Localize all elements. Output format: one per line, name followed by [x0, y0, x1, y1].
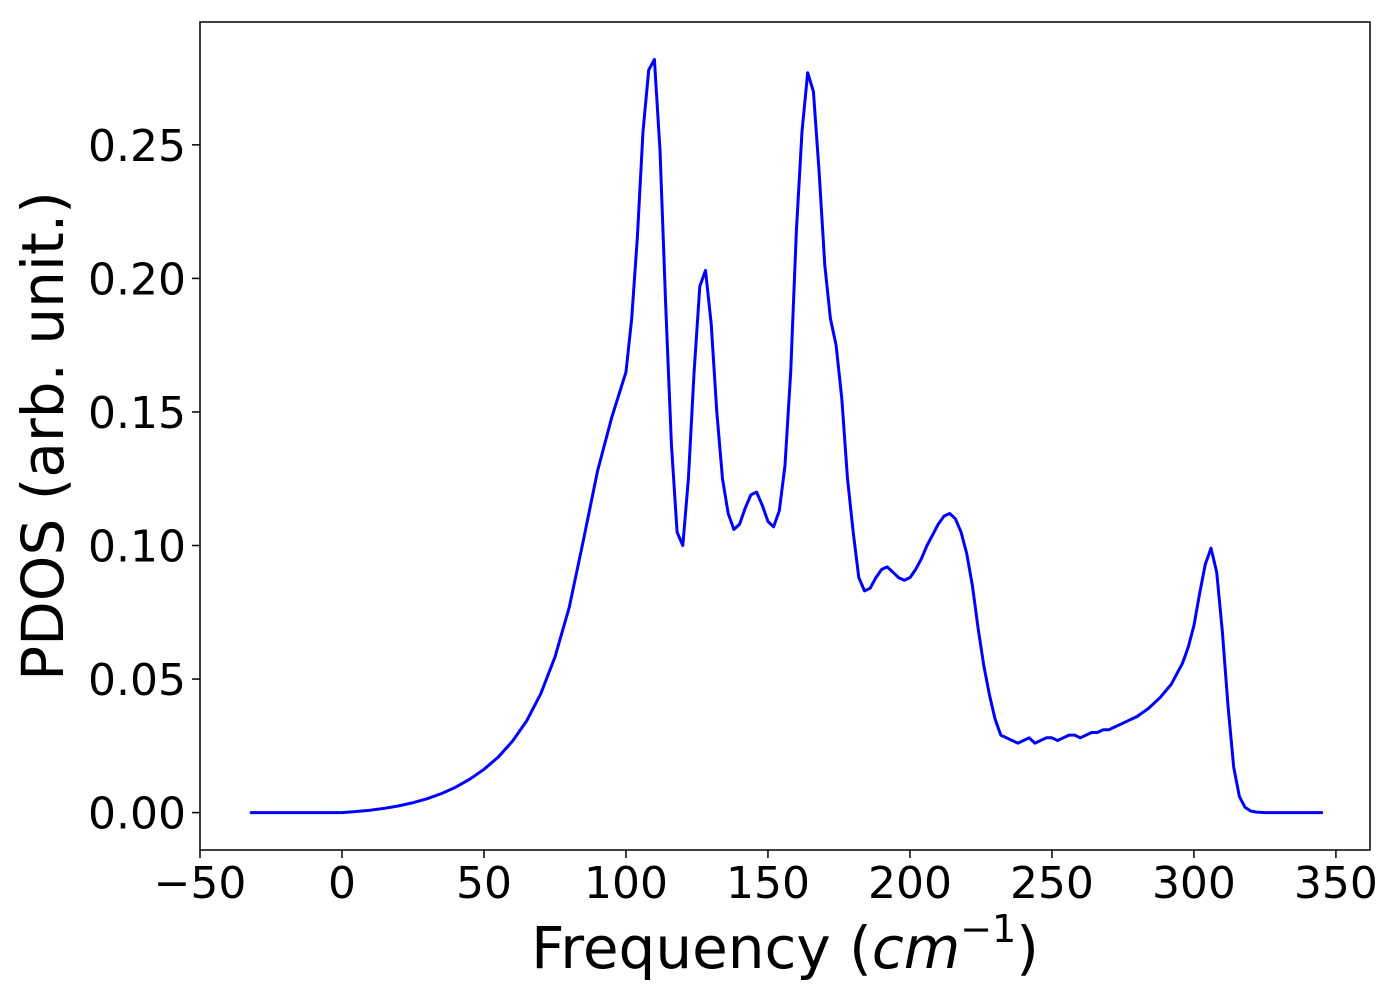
x-tick-label: 200	[868, 858, 952, 909]
plot-area	[199, 21, 1371, 851]
x-tick-label: 100	[584, 858, 668, 909]
x-tick-label: 0	[328, 858, 356, 909]
y-tick-label: 0.10	[88, 522, 186, 573]
x-tick-label: 250	[1010, 858, 1094, 909]
x-tick-label: 50	[456, 858, 512, 909]
x-axis-label-suffix: )	[1016, 914, 1039, 982]
x-axis-ticks: −50 0 50 100 150 200 250 300 350	[154, 850, 1378, 909]
y-tick-label: 0.25	[88, 121, 186, 172]
x-tick-label: 150	[726, 858, 810, 909]
x-tick-label: −50	[154, 858, 247, 909]
x-tick-label: 350	[1294, 858, 1378, 909]
axes-frame	[199, 21, 1371, 851]
x-axis-label: Frequency (cm−1)	[531, 907, 1039, 982]
y-axis-label: PDOS (arb. unit.)	[9, 191, 77, 681]
y-axis-ticks: 0.00 0.05 0.10 0.15 0.20 0.25	[88, 121, 200, 840]
y-tick-label: 0.00	[88, 789, 186, 840]
x-axis-label-superscript: −1	[960, 907, 1016, 951]
y-tick-label: 0.20	[88, 254, 186, 305]
x-axis-label-prefix: Frequency (	[531, 914, 872, 982]
y-tick-label: 0.05	[88, 655, 186, 706]
x-axis-label-math: cm	[872, 914, 960, 982]
series-line-pdos	[249, 57, 1324, 815]
y-tick-label: 0.15	[88, 388, 186, 439]
x-tick-label: 300	[1152, 858, 1236, 909]
